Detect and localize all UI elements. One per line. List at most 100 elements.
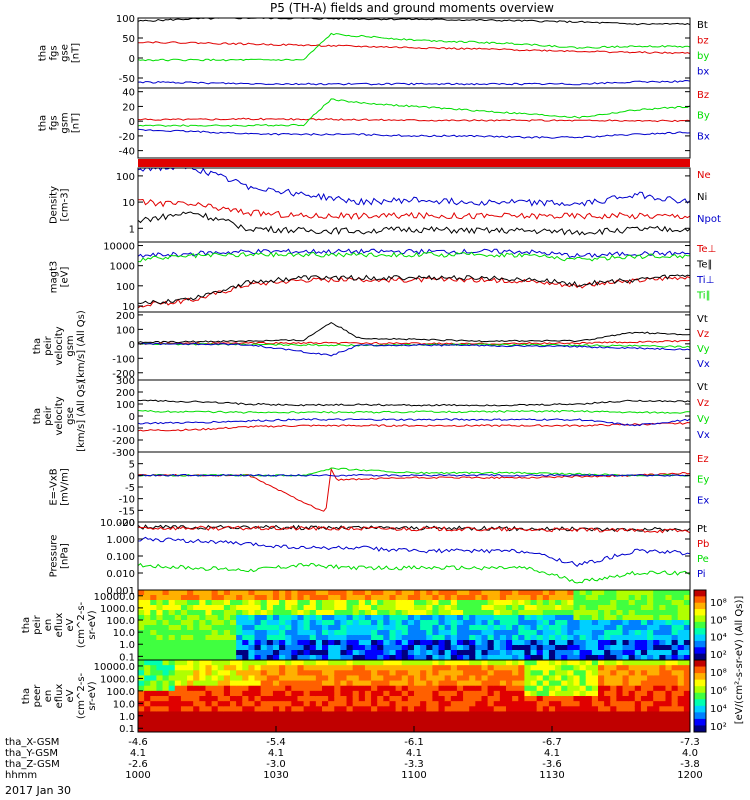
heatmap-cell	[352, 655, 360, 660]
heatmap-cell	[223, 660, 231, 666]
heatmap-cell	[604, 680, 611, 687]
heatmap-cell	[156, 610, 164, 616]
ytick-label: -50	[119, 74, 135, 85]
heatmap-cell	[524, 660, 532, 666]
legend-label: Npot	[697, 214, 721, 225]
heatmap-cell	[665, 665, 673, 671]
heatmap-cell	[493, 600, 501, 606]
heatmap-cell	[524, 680, 532, 687]
heatmap-cell	[432, 706, 440, 713]
heatmap-cell	[291, 640, 299, 646]
heatmap-cell	[481, 615, 489, 621]
heatmap-cell	[438, 640, 446, 646]
heatmap-cell	[156, 640, 164, 646]
heatmap-cell	[414, 675, 421, 682]
heatmap-cell	[389, 635, 397, 641]
heatmap-cell	[211, 595, 219, 601]
heatmap-cell	[671, 701, 679, 707]
heatmap-cell	[469, 590, 476, 596]
heatmap-cell	[334, 685, 341, 692]
heatmap-cell	[346, 595, 354, 601]
heatmap-cell	[518, 625, 525, 631]
heatmap-cell	[266, 711, 274, 718]
heatmap-cell	[309, 645, 317, 651]
heatmap-cell	[677, 706, 685, 713]
heatmap-cell	[377, 670, 384, 677]
heatmap-cell	[585, 635, 593, 641]
heatmap-cell	[469, 726, 476, 732]
heatmap-cell	[530, 600, 538, 606]
heatmap-cell	[481, 675, 489, 682]
heatmap-cell	[346, 660, 354, 666]
heatmap-cell	[579, 605, 587, 611]
heatmap-cell	[524, 595, 532, 601]
heatmap-cell	[389, 680, 397, 687]
heatmap-cell	[248, 665, 256, 671]
heatmap-cell	[481, 670, 489, 677]
colorbar-step	[694, 653, 706, 661]
heatmap-cell	[395, 600, 403, 606]
heatmap-cell	[542, 675, 550, 682]
heatmap-cell	[640, 645, 648, 651]
heatmap-cell	[303, 620, 311, 626]
legend-label: Vy	[697, 414, 710, 425]
heatmap-cell	[199, 711, 207, 718]
heatmap-cell	[616, 711, 624, 718]
heatmap-cell	[530, 721, 538, 728]
heatmap-cell	[187, 726, 194, 732]
heatmap-cell	[285, 595, 292, 601]
heatmap-cell	[616, 600, 624, 606]
heatmap-cell	[358, 630, 366, 636]
heatmap-cell	[536, 675, 544, 682]
heatmap-cell	[309, 620, 317, 626]
heatmap-cell	[407, 600, 415, 606]
heatmap-cell	[653, 625, 660, 631]
heatmap-cell	[598, 640, 605, 646]
heatmap-cell	[634, 701, 642, 707]
heatmap-cell	[346, 690, 354, 697]
heatmap-cell	[309, 590, 317, 596]
heatmap-cell	[487, 711, 495, 718]
colorbar-step	[694, 679, 706, 687]
heatmap-cell	[346, 675, 354, 682]
heatmap-cell	[242, 680, 249, 687]
heatmap-cell	[647, 660, 654, 666]
heatmap-cell	[180, 680, 188, 687]
heatmap-cell	[156, 711, 164, 718]
heatmap-cell	[138, 635, 145, 641]
heatmap-cell	[579, 650, 587, 656]
heatmap-cell	[610, 595, 617, 601]
heatmap-cell	[266, 595, 274, 601]
heatmap-cell	[272, 615, 280, 621]
heatmap-cell	[622, 620, 630, 626]
heatmap-cell	[248, 595, 256, 601]
heatmap-cell	[346, 696, 354, 702]
heatmap-cell	[665, 675, 673, 682]
heatmap-cell	[647, 690, 654, 697]
heatmap-cell	[426, 625, 433, 631]
heatmap-cell	[297, 721, 305, 728]
heatmap-cell	[598, 685, 605, 692]
series-Pe	[138, 562, 690, 584]
heatmap-cell	[230, 630, 237, 636]
heatmap-cell	[303, 640, 311, 646]
heatmap-cell	[156, 665, 164, 671]
heatmap-cell	[328, 670, 335, 677]
ylabel-line: peir	[43, 335, 54, 355]
heatmap-cell	[364, 675, 372, 682]
heatmap-cell	[469, 655, 476, 660]
heatmap-cells	[138, 590, 690, 660]
heatmap-cell	[683, 640, 690, 646]
heatmap-cell	[622, 670, 630, 677]
heatmap-cell	[199, 615, 207, 621]
heatmap-cell	[640, 721, 648, 728]
heatmap-cell	[401, 660, 409, 666]
heatmap-cell	[266, 726, 274, 732]
heatmap-cell	[444, 660, 452, 666]
heatmap-cell	[640, 630, 648, 636]
heatmap-cell	[383, 675, 391, 682]
heatmap-cell	[279, 675, 286, 682]
heatmap-cell	[475, 665, 483, 671]
heatmap-cell	[144, 716, 151, 723]
heatmap-cell	[610, 655, 617, 660]
